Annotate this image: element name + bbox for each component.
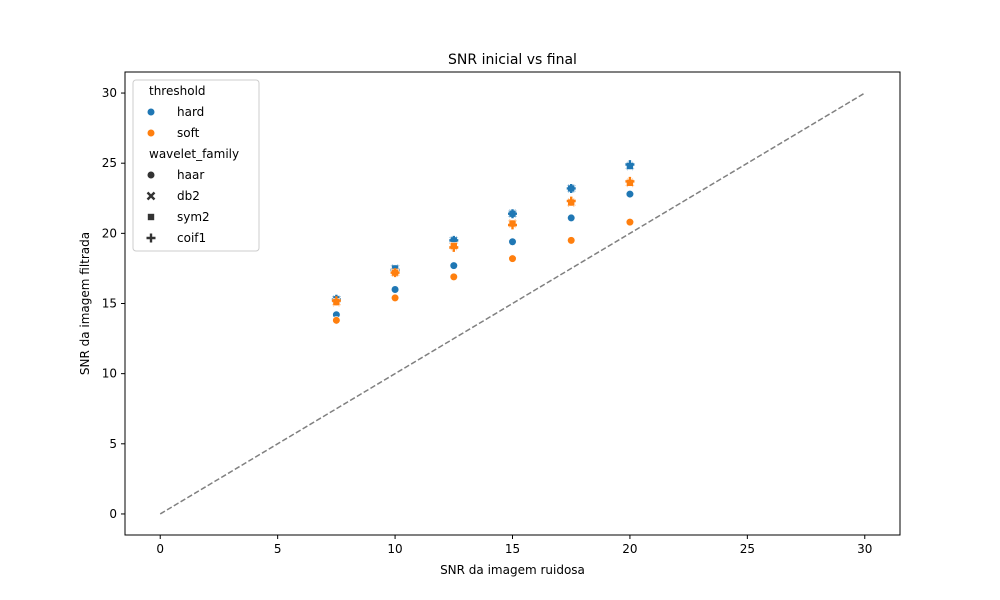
axis-ticks: 0 5 10 15 20 25 30 0 5 10 15 20 25 30 bbox=[102, 86, 873, 556]
y-tick-label: 30 bbox=[102, 86, 117, 100]
legend-box bbox=[132, 79, 260, 252]
legend-label: haar bbox=[177, 168, 204, 182]
data-point bbox=[508, 254, 517, 263]
legend-label: coif1 bbox=[177, 231, 206, 245]
legend-title-wavelet-family: wavelet_family bbox=[149, 147, 239, 161]
y-axis-label: SNR da imagem filtrada bbox=[78, 232, 92, 375]
legend-label: db2 bbox=[177, 189, 200, 203]
x-tick-label: 5 bbox=[274, 542, 282, 556]
legend-marker bbox=[147, 213, 155, 221]
legend-marker bbox=[146, 107, 156, 117]
x-tick-label: 20 bbox=[622, 542, 637, 556]
data-point bbox=[625, 176, 635, 186]
y-tick-label: 10 bbox=[102, 367, 117, 381]
y-tick-label: 25 bbox=[102, 156, 117, 170]
data-point bbox=[331, 296, 341, 306]
x-tick-label: 0 bbox=[156, 542, 164, 556]
x-axis-label: SNR da imagem ruidosa bbox=[440, 563, 585, 577]
data-point bbox=[567, 213, 576, 223]
legend-marker bbox=[146, 170, 156, 180]
y-tick-label: 0 bbox=[109, 507, 117, 521]
legend-label: sym2 bbox=[177, 210, 210, 224]
data-point bbox=[390, 285, 400, 294]
y-tick-label: 20 bbox=[102, 226, 117, 240]
legend-title-threshold: threshold bbox=[149, 84, 206, 98]
x-tick-label: 10 bbox=[387, 542, 402, 556]
y-tick-label: 15 bbox=[102, 297, 117, 311]
data-point bbox=[508, 209, 517, 219]
data-point bbox=[625, 218, 635, 227]
y-tick-label: 5 bbox=[109, 437, 117, 451]
plot-area bbox=[159, 92, 866, 515]
x-tick-label: 25 bbox=[740, 542, 755, 556]
x-tick-label: 15 bbox=[505, 542, 520, 556]
data-point bbox=[508, 237, 517, 246]
data-point bbox=[566, 196, 576, 206]
data-point bbox=[625, 189, 635, 199]
chart-title: SNR inicial vs final bbox=[448, 52, 577, 68]
data-point bbox=[567, 236, 576, 245]
data-point bbox=[566, 183, 576, 193]
legend-label: soft bbox=[177, 126, 200, 140]
data-point bbox=[449, 242, 459, 252]
data-point bbox=[390, 268, 400, 278]
reference-line bbox=[159, 92, 866, 515]
legend-marker bbox=[146, 233, 156, 243]
data-point bbox=[508, 220, 517, 230]
legend-marker bbox=[146, 128, 156, 138]
data-point bbox=[449, 272, 458, 281]
data-point bbox=[390, 293, 400, 302]
x-tick-label: 30 bbox=[857, 542, 872, 556]
data-point bbox=[625, 160, 635, 170]
data-point bbox=[449, 261, 458, 270]
data-point bbox=[332, 316, 341, 325]
legend-label: hard bbox=[177, 105, 204, 119]
legend-marker bbox=[146, 191, 156, 201]
